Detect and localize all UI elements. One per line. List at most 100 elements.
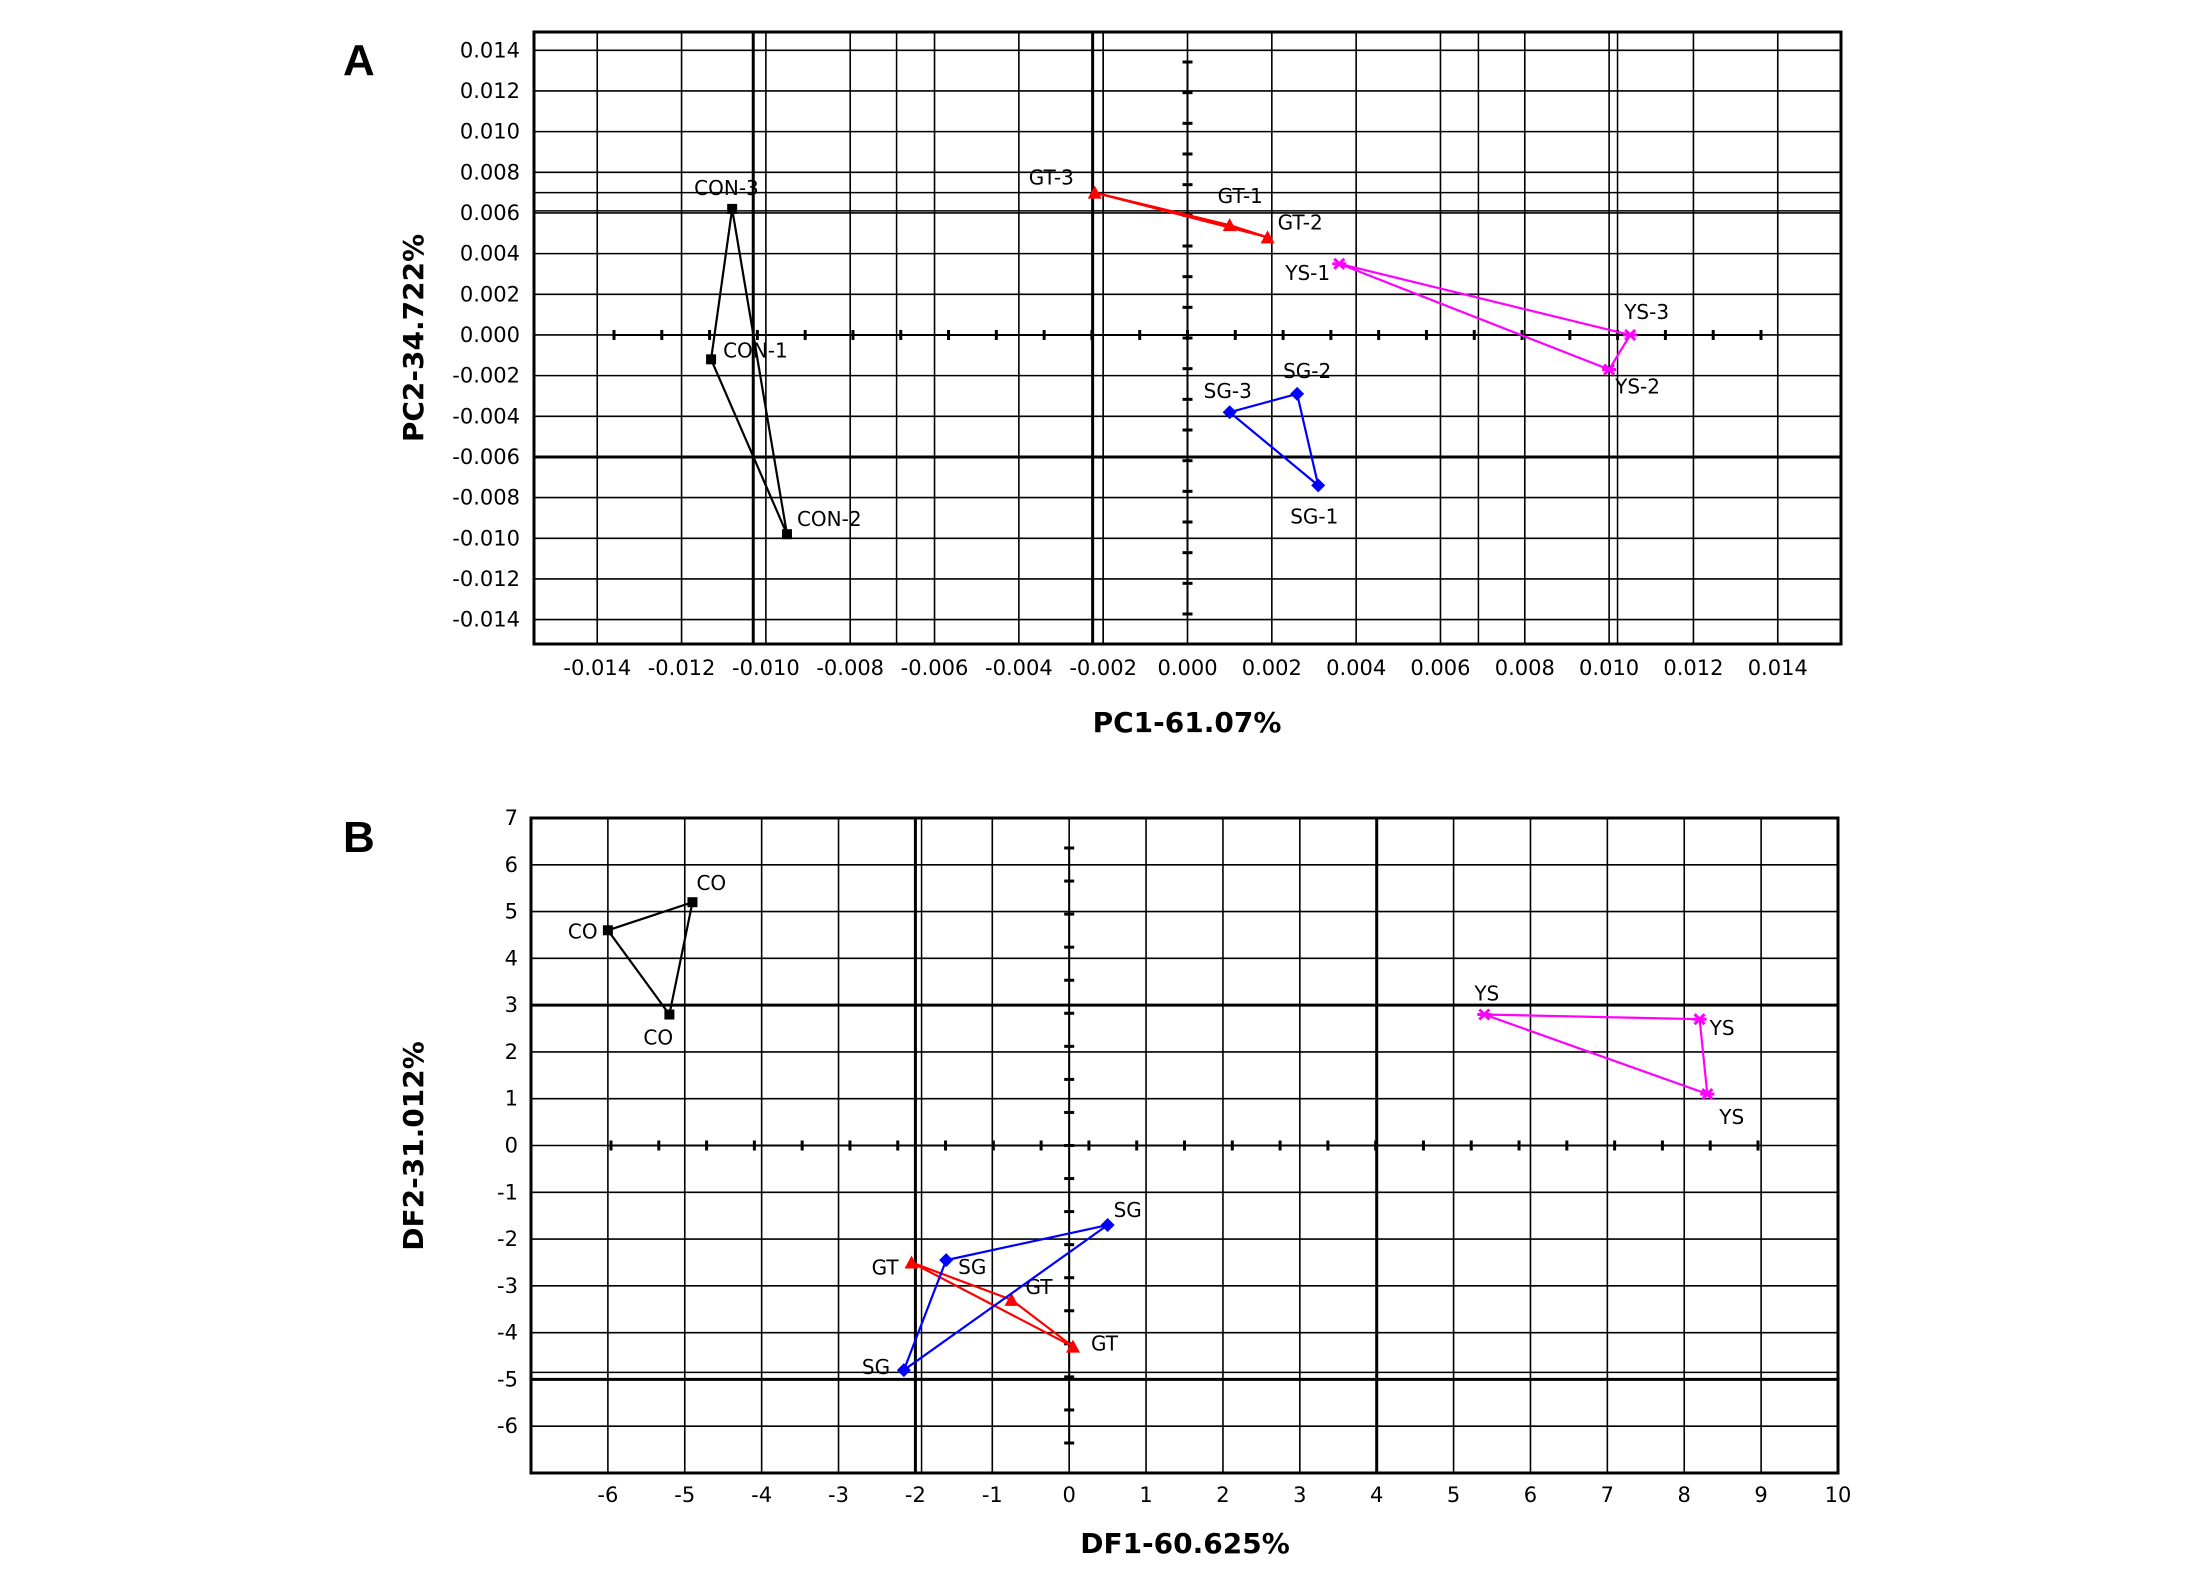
x-tick-label: 0.012: [1663, 656, 1723, 680]
x-tick-label: -0.010: [732, 656, 800, 680]
star-stroke: [1624, 328, 1637, 342]
star-stroke: [1333, 257, 1346, 270]
point-label: GT-1: [1218, 184, 1263, 208]
point-label: SG-3: [1204, 379, 1252, 403]
x-tick-label: -0.008: [816, 656, 884, 680]
y-tick-label: 0.000: [460, 323, 520, 347]
x-tick-label: 7: [1601, 1483, 1614, 1507]
point-ys-1: [1332, 257, 1347, 270]
y-tick-label: -0.002: [452, 364, 520, 388]
y-tick-label: -3: [497, 1274, 518, 1298]
x-tick-label: 0.004: [1326, 656, 1386, 680]
x-tick-label: -5: [674, 1483, 695, 1507]
y-tick-label: 5: [505, 900, 518, 924]
chart-panel-b: -6 -5 -4 -3 -2 -1 0 1 2 3 4 5 6 7 8 9 10 76543210-1-2-3-…: [397, 806, 1851, 1560]
point-label: GT: [1026, 1275, 1054, 1299]
y-tick-label: 0.012: [460, 79, 520, 103]
y-tick-label: -0.014: [452, 608, 520, 632]
point-label: YS: [1709, 1016, 1735, 1040]
y-tick-label: 3: [505, 993, 518, 1017]
y-tick-label: 0.014: [460, 38, 520, 62]
y-tick-label: 6: [505, 853, 518, 877]
x-tick-label: 0: [1062, 1483, 1075, 1507]
point-label: GT-2: [1278, 210, 1323, 234]
point-ys-2: [1692, 1013, 1707, 1026]
x-tick-label: -4: [751, 1483, 772, 1507]
point-sg-3: [1222, 405, 1237, 420]
y-tick-label: 2: [505, 1040, 518, 1064]
x-axis-title-b: DF1-60.625%: [1080, 1527, 1290, 1560]
point-label: YS: [1473, 982, 1499, 1006]
series-outline-con: [709, 208, 789, 535]
data-series-a: CON-1 CON-2 CON-3 GT-1 GT-2 GT-3 YS-1 YS-2 YS-3 S…: [694, 166, 1669, 540]
point-label: YS: [1718, 1105, 1744, 1129]
x-tick-label: -6: [597, 1483, 618, 1507]
center-axes-a: [612, 60, 1763, 616]
y-tick-label: -4: [497, 1321, 518, 1345]
point-label: SG: [1114, 1198, 1142, 1222]
point-label: CO: [643, 1026, 673, 1050]
star-stroke: [1693, 1013, 1706, 1026]
x-axis-title-a: PC1-61.07%: [1093, 706, 1282, 739]
y-tick-label: 0: [505, 1134, 518, 1158]
series-outline-gt: [1094, 191, 1268, 239]
y-tick-label: 1: [505, 1087, 518, 1111]
point-ys-1: [1477, 1008, 1492, 1021]
star-stroke: [1603, 363, 1616, 376]
panel-letter-a: A: [343, 36, 375, 85]
point-label: CON-3: [694, 176, 759, 200]
point-co-3: [664, 1009, 675, 1020]
panel-letter-b: B: [343, 813, 375, 862]
y-tick-label: -6: [497, 1414, 518, 1438]
point-label: CO: [568, 919, 598, 943]
x-tick-label: -3: [828, 1483, 849, 1507]
point-gt-1: [904, 1255, 919, 1269]
point-label: SG-1: [1290, 504, 1338, 528]
x-tick-label: 2: [1216, 1483, 1229, 1507]
y-tick-label: -5: [497, 1367, 518, 1391]
x-tick-labels-b: -6 -5 -4 -3 -2 -1 0 1 2 3 4 5 6 7 8 9 10: [597, 1483, 1851, 1507]
y-tick-label: 0.002: [460, 282, 520, 306]
series-outline-co: [606, 900, 694, 1018]
point-gt-1: [1222, 218, 1237, 232]
point-co-1: [602, 925, 613, 936]
point-ys-3: [1700, 1087, 1715, 1101]
point-label: CON-2: [797, 507, 862, 531]
point-co-2: [687, 897, 698, 908]
star-stroke: [1701, 1087, 1714, 1101]
x-tick-label: -0.004: [985, 656, 1053, 680]
point-label: GT-3: [1029, 166, 1074, 190]
point-label: YS-1: [1284, 261, 1330, 285]
series-outline-sg: [1227, 392, 1321, 489]
x-tick-label: 0.000: [1157, 656, 1217, 680]
data-series-b: CO CO CO GT GT GT YS YS YS SG SG SG: [568, 871, 1744, 1379]
y-axis-title-b: DF2-31.012%: [397, 1041, 430, 1251]
y-tick-label: -1: [497, 1180, 518, 1204]
y-tick-label: 0.004: [460, 242, 520, 266]
point-ys-3: [1623, 328, 1638, 342]
point-label: SG-2: [1283, 359, 1331, 383]
point-label: YS-3: [1623, 300, 1669, 324]
x-tick-label: -0.002: [1069, 656, 1137, 680]
x-tick-label: 1: [1139, 1483, 1152, 1507]
x-tick-label: -0.012: [648, 656, 716, 680]
point-label: YS-2: [1614, 375, 1660, 399]
star-stroke: [1478, 1008, 1491, 1021]
y-tick-labels-b: 7 6 5 4 3 2 1 0 -1 -2 -3 -4 -5 -6: [497, 806, 518, 1438]
point-con-2: [781, 529, 792, 540]
y-tick-label: -2: [497, 1227, 518, 1251]
point-sg-1: [1100, 1218, 1115, 1233]
point-gt-2: [1066, 1339, 1081, 1353]
series-outline-sg: [901, 1223, 1109, 1374]
y-tick-labels-a: 0.014 0.012 0.010 0.008 0.006 0.004 0.002 0.000…: [452, 38, 520, 631]
x-tick-label: -2: [905, 1483, 926, 1507]
x-tick-label: 0.010: [1579, 656, 1639, 680]
x-tick-label: 3: [1293, 1483, 1306, 1507]
y-tick-label: -0.006: [452, 445, 520, 469]
y-tick-label: -0.010: [452, 526, 520, 550]
point-sg-2: [939, 1253, 954, 1268]
x-tick-label: -1: [982, 1483, 1003, 1507]
point-label: GT: [1091, 1332, 1119, 1356]
point-gt-3: [1004, 1292, 1019, 1306]
point-sg-3: [896, 1363, 911, 1378]
